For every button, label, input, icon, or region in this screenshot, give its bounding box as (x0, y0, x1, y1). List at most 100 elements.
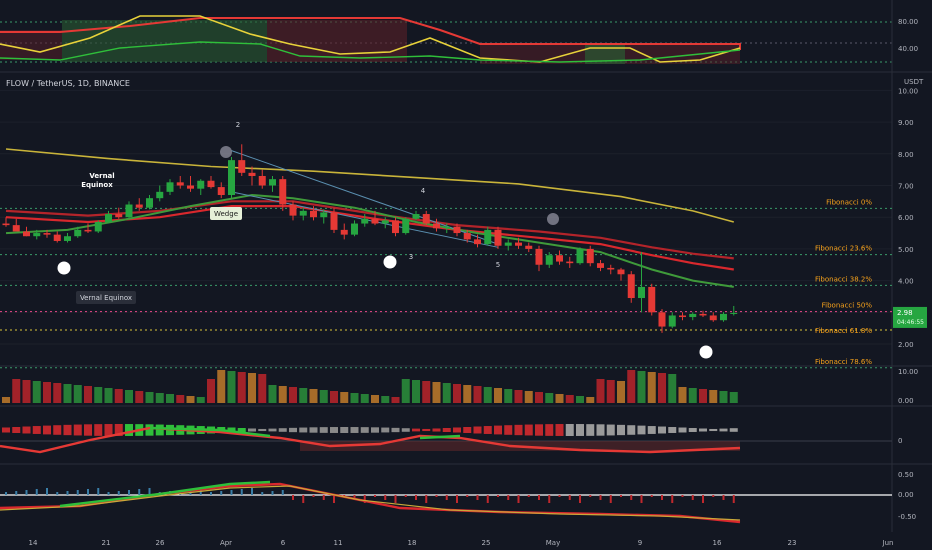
candle-body (392, 220, 399, 234)
momentum-bar (104, 424, 113, 436)
macd-histogram-bar (620, 495, 622, 497)
macd-tick-label: 0.50 (898, 471, 914, 479)
volume-bar (104, 388, 113, 403)
time-tick-label: Jun (882, 539, 894, 547)
macd-histogram-bar (476, 495, 479, 500)
momentum-bar (350, 427, 359, 433)
time-axis[interactable]: 14 21 26 Apr 6 11 18 25 May 9 16 23 Jun (29, 539, 894, 547)
candle-body (648, 286, 656, 313)
volume-bar (412, 380, 420, 403)
macd-histogram-bar (292, 495, 294, 500)
candle-body (638, 286, 645, 299)
price-axis[interactable]: 2.003.004.005.006.007.008.009.0010.00USD… (893, 18, 927, 521)
momentum-bar (330, 427, 338, 433)
macd-histogram-bar (538, 495, 540, 500)
candle-body (607, 267, 615, 270)
price-tick-label: 4.00 (898, 278, 914, 286)
time-tick-label: 16 (713, 539, 722, 547)
moon-marker (699, 345, 713, 359)
macd-histogram-bar (107, 492, 110, 495)
volume-bar (289, 387, 297, 403)
volume-bar (401, 379, 410, 403)
candle-body (135, 204, 143, 208)
price-tick-label: 7.00 (898, 183, 914, 191)
macd-histogram-bar (271, 491, 274, 495)
momentum-bar (637, 425, 646, 435)
price-pane[interactable]: Fibonacci 0% Fibonacci 23.6% Fibonacci 38.… (0, 0, 932, 532)
candle-body (228, 160, 235, 196)
momentum-bar (432, 428, 441, 432)
volume-bar (176, 395, 185, 403)
momentum-bar (268, 428, 277, 432)
macd-histogram-bar (702, 495, 704, 503)
currency-label: USDT (904, 78, 924, 86)
macd-histogram-bar (527, 495, 530, 497)
macd-histogram-bar (466, 495, 469, 497)
volume-bar (114, 389, 123, 403)
momentum-bar (319, 427, 328, 433)
momentum-bar (299, 427, 308, 433)
candle-body (709, 315, 717, 321)
candle-body (115, 214, 123, 218)
time-tick-label: 26 (156, 539, 165, 547)
momentum-bar (422, 428, 431, 432)
candle-body (12, 225, 20, 232)
price-tick-label: 6.00 (898, 214, 914, 222)
macd-histogram-bar (599, 495, 602, 500)
volume-bar (155, 393, 164, 403)
fib-label: Fibonacci 0% (826, 198, 872, 206)
candle-body (248, 172, 256, 176)
macd-histogram-bar (445, 495, 448, 500)
candle-body (556, 255, 563, 262)
momentum-bar (678, 427, 687, 433)
volume-bar (360, 394, 369, 403)
momentum-bar (289, 427, 297, 433)
candle-body (299, 210, 307, 216)
volume-bar (453, 384, 461, 403)
macd-histogram-bar (384, 495, 387, 500)
volume-bar (463, 385, 472, 403)
candle-body (187, 185, 194, 189)
momentum-line-red (0, 426, 741, 454)
candle-body (474, 239, 481, 245)
candle-body (279, 179, 287, 205)
volume-bar (258, 374, 267, 403)
candle-body (699, 313, 707, 316)
macd-tick-label: 0.00 (898, 491, 914, 499)
candle-body (597, 263, 604, 268)
momentum-bar (94, 424, 103, 436)
candle-body (258, 175, 266, 186)
candle-body (504, 242, 512, 246)
macd-histogram-bar (261, 492, 264, 495)
wedge-box (210, 207, 242, 220)
momentum-pane (0, 424, 892, 454)
fib-label: Fibonacci 38.2% (815, 275, 872, 283)
candle-body (576, 248, 584, 264)
candle-body (330, 212, 338, 230)
time-tick-label: 9 (638, 539, 642, 547)
candle-body (84, 229, 92, 232)
momentum-bar (535, 424, 543, 436)
volume-bar (617, 381, 625, 403)
momentum-bar (155, 424, 164, 436)
momentum-bar (258, 428, 267, 432)
momentum-bar (309, 427, 318, 433)
volume-bar (473, 386, 482, 403)
candle-body (545, 255, 553, 265)
moon-marker (57, 261, 71, 275)
candle-body (381, 220, 389, 224)
candle-body (463, 233, 471, 240)
momentum-line-green (149, 426, 271, 438)
momentum-bar (483, 426, 492, 434)
momentum-bar (524, 424, 533, 436)
momentum-bar (658, 426, 666, 434)
volume-bar (678, 387, 687, 403)
volume-bar (299, 388, 308, 403)
volume-bar (53, 383, 62, 403)
macd-histogram-bar (650, 495, 653, 497)
ma-green-line (5, 193, 734, 288)
candle-body (64, 236, 71, 241)
wave-label: 5 (496, 261, 500, 269)
